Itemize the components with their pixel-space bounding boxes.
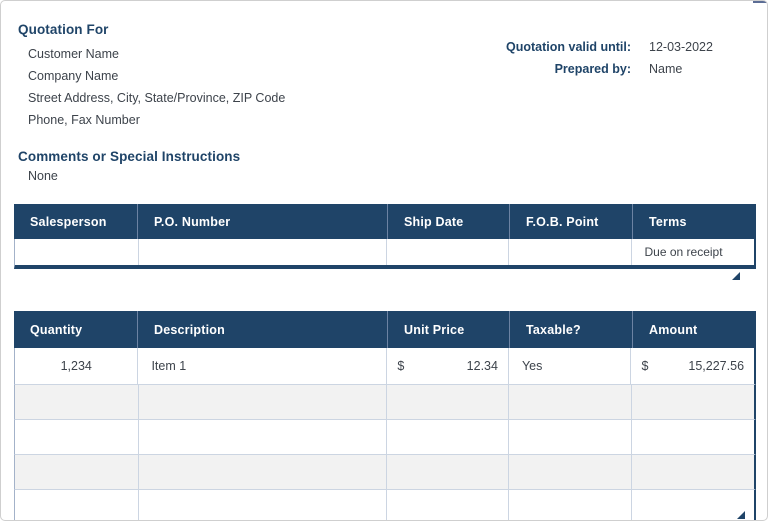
header-taxable: Taxable? xyxy=(510,311,633,348)
header-amount: Amount xyxy=(649,322,698,337)
comments-value[interactable]: None xyxy=(28,169,58,183)
amount-cell[interactable] xyxy=(632,490,755,520)
header-terms: Terms xyxy=(649,214,687,229)
company-name-line: Company Name xyxy=(28,69,119,83)
amount-cell[interactable] xyxy=(632,455,755,489)
valid-until-value[interactable]: 12-03-2022 xyxy=(649,40,713,54)
description-cell[interactable] xyxy=(139,455,388,489)
quantity-cell[interactable] xyxy=(15,420,139,454)
quantity-cell[interactable]: 1,234 xyxy=(15,348,139,384)
po-number-cell[interactable] xyxy=(139,239,388,265)
salesperson-cell[interactable] xyxy=(15,239,139,265)
header-salesperson: Salesperson xyxy=(14,204,138,239)
comments-section: Comments or Special Instructions None xyxy=(18,149,240,183)
items-table-resize-handle[interactable] xyxy=(737,511,745,519)
table-row xyxy=(14,385,756,420)
taxable-cell[interactable]: Yes xyxy=(509,348,632,384)
taxable-cell[interactable] xyxy=(509,455,632,489)
prepared-by-label: Prepared by: xyxy=(554,62,631,76)
description-cell[interactable] xyxy=(139,385,388,419)
unit-price-cell[interactable] xyxy=(387,455,509,489)
cutoff-table-edge xyxy=(753,1,767,3)
address-line: Street Address, City, State/Province, ZI… xyxy=(28,91,286,105)
quotation-for-section: Quotation For Customer Name Company Name… xyxy=(18,22,285,131)
description-cell[interactable] xyxy=(139,420,388,454)
items-table-header-row: Quantity Description Unit Price Taxable?… xyxy=(14,311,756,348)
customer-name-line: Customer Name xyxy=(28,47,119,61)
quote-meta-section: Quotation valid until: 12-03-2022 Prepar… xyxy=(416,40,756,76)
currency-symbol: $ xyxy=(641,359,649,373)
table-row xyxy=(14,490,756,520)
fob-point-cell[interactable] xyxy=(509,239,632,265)
amount-cell[interactable] xyxy=(632,385,755,419)
currency-symbol: $ xyxy=(397,359,405,373)
amount-cell[interactable] xyxy=(632,420,755,454)
valid-until-label: Quotation valid until: xyxy=(506,40,631,54)
amount-cell[interactable]: $ 15,227.56 xyxy=(631,348,754,384)
terms-table-resize-handle[interactable] xyxy=(732,272,740,280)
unit-price-cell[interactable] xyxy=(387,490,509,520)
unit-price-cell[interactable] xyxy=(387,385,509,419)
quantity-cell[interactable] xyxy=(15,455,139,489)
table-row xyxy=(14,420,756,455)
prepared-by-value[interactable]: Name xyxy=(649,62,683,76)
quotation-for-title: Quotation For xyxy=(18,22,109,37)
unit-price-cell[interactable]: $ 12.34 xyxy=(387,348,509,384)
header-ship-date: Ship Date xyxy=(388,204,510,239)
header-fob-point: F.O.B. Point xyxy=(510,204,633,239)
table-row: 1,234 Item 1 $ 12.34 Yes $ 15,227.56 xyxy=(14,348,756,385)
header-unit-price: Unit Price xyxy=(388,311,510,348)
quantity-cell[interactable] xyxy=(15,385,139,419)
taxable-cell[interactable] xyxy=(509,385,632,419)
terms-table-header-row: Salesperson P.O. Number Ship Date F.O.B.… xyxy=(14,204,756,239)
description-cell[interactable] xyxy=(139,490,388,520)
header-description: Description xyxy=(138,311,388,348)
taxable-cell[interactable] xyxy=(509,490,632,520)
phone-fax-line: Phone, Fax Number xyxy=(28,113,140,127)
terms-table-row: Due on receipt xyxy=(14,239,756,269)
terms-cell[interactable]: Due on receipt xyxy=(644,245,723,259)
description-cell[interactable]: Item 1 xyxy=(138,348,388,384)
items-table: Quantity Description Unit Price Taxable?… xyxy=(14,311,756,520)
header-quantity: Quantity xyxy=(14,311,138,348)
amount-value: 15,227.56 xyxy=(688,359,745,373)
header-po-number: P.O. Number xyxy=(138,204,388,239)
unit-price-cell[interactable] xyxy=(387,420,509,454)
terms-table: Salesperson P.O. Number Ship Date F.O.B.… xyxy=(14,204,756,269)
ship-date-cell[interactable] xyxy=(387,239,509,265)
comments-title: Comments or Special Instructions xyxy=(18,149,241,164)
unit-price-value: 12.34 xyxy=(466,359,498,373)
taxable-cell[interactable] xyxy=(509,420,632,454)
table-row xyxy=(14,455,756,490)
quantity-cell[interactable] xyxy=(15,490,139,520)
